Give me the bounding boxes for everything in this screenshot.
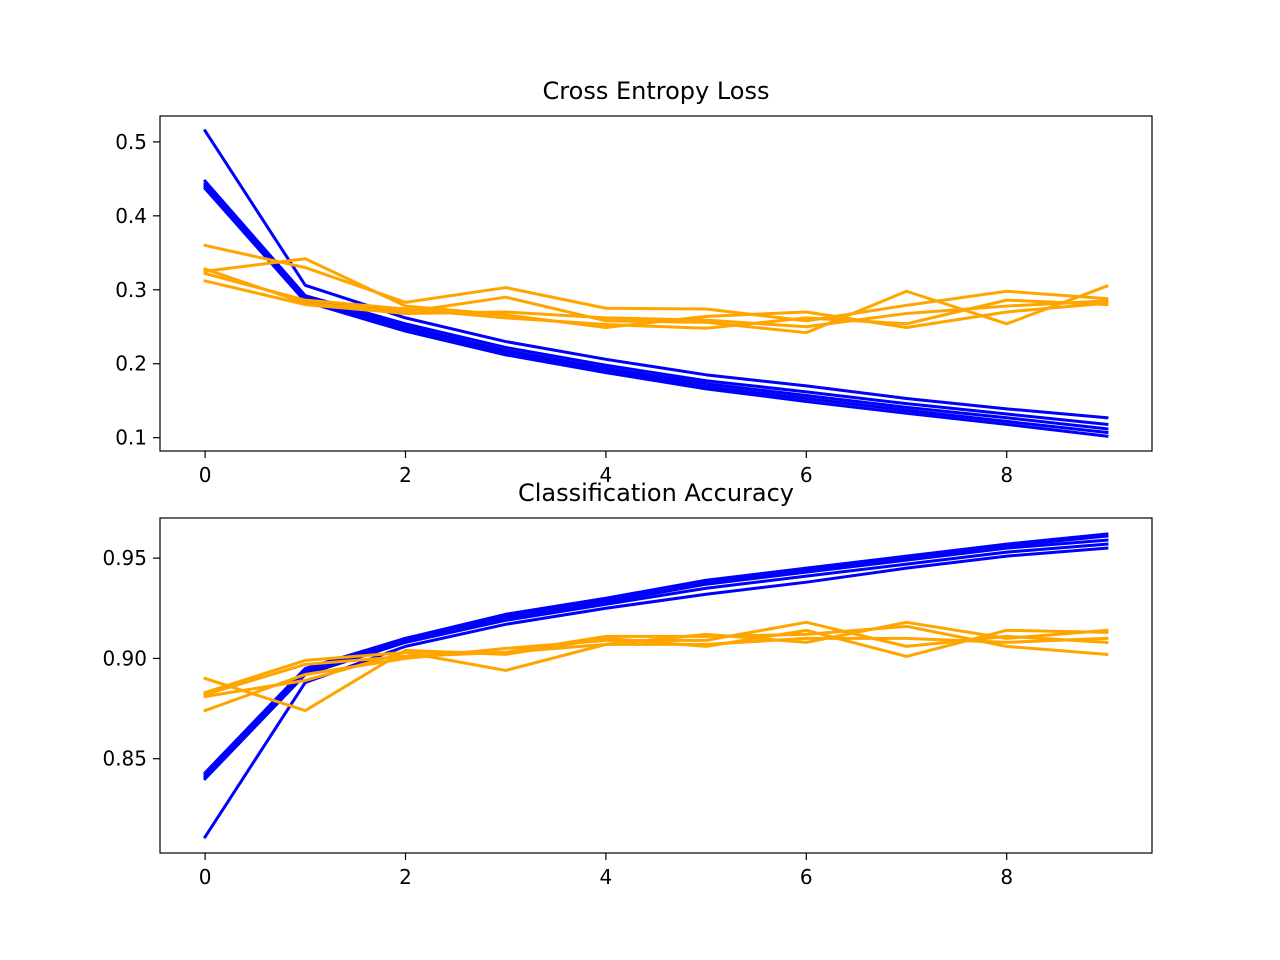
accuracy-tick-layer: 0 2 4 6 8 0.85 0.90 0.95 [102, 546, 1013, 889]
accuracy-series-line-1 [203, 546, 1109, 840]
accuracy-xtick-label-0: 0 [199, 865, 212, 889]
loss-series-line-1 [203, 128, 1109, 420]
accuracy-subplot: 0 2 4 6 8 0.85 0.90 0.95 Classification Accurac… [102, 479, 1153, 889]
accuracy-axes-frame [159, 517, 1153, 854]
accuracy-xtick-label-2: 4 [600, 865, 613, 889]
accuracy-series-line-5 [202, 532, 1109, 775]
loss-series-line-3 [202, 181, 1109, 431]
loss-xtick-label-3: 6 [800, 463, 813, 487]
loss-xtick-label-4: 8 [1000, 463, 1013, 487]
loss-series-line-8 [203, 257, 1109, 329]
loss-series-line-10 [203, 279, 1109, 329]
loss-xtick-label-2: 4 [600, 463, 613, 487]
accuracy-ytick-label-0: 0.85 [102, 747, 147, 771]
accuracy-ytick-label-1: 0.90 [102, 646, 147, 670]
loss-xtick-label-1: 2 [399, 463, 412, 487]
loss-ytick-label-3: 0.4 [115, 204, 147, 228]
loss-axes-frame [159, 115, 1153, 452]
loss-ytick-label-2: 0.3 [115, 278, 147, 302]
loss-subplot: 0 2 4 6 8 0.1 0.2 0.3 0.4 0.5 Cross Entropy Loss [115, 77, 1153, 487]
loss-chart-title: Cross Entropy Loss [543, 77, 770, 105]
accuracy-xtick-label-4: 8 [1000, 865, 1013, 889]
accuracy-series-line-2 [202, 542, 1109, 781]
accuracy-xtick-label-3: 6 [800, 865, 813, 889]
accuracy-ytick-label-2: 0.95 [102, 546, 147, 570]
accuracy-xtick-label-1: 2 [399, 865, 412, 889]
accuracy-chart-title: Classification Accuracy [518, 479, 794, 507]
loss-series-line-6 [203, 243, 1109, 323]
loss-ytick-label-0: 0.1 [115, 426, 147, 450]
accuracy-series-line-10 [203, 620, 1109, 713]
loss-series-line-9 [203, 271, 1109, 330]
accuracy-series-line-6 [203, 628, 1109, 713]
loss-ytick-label-1: 0.2 [115, 352, 147, 376]
loss-series-layer [202, 128, 1109, 438]
loss-series-line-5 [202, 186, 1109, 438]
loss-series-line-4 [202, 184, 1109, 435]
loss-tick-layer: 0 2 4 6 8 0.1 0.2 0.3 0.4 0.5 [115, 130, 1013, 487]
loss-ytick-label-4: 0.5 [115, 130, 147, 154]
loss-xtick-label-0: 0 [199, 463, 212, 487]
accuracy-series-layer [202, 532, 1109, 840]
